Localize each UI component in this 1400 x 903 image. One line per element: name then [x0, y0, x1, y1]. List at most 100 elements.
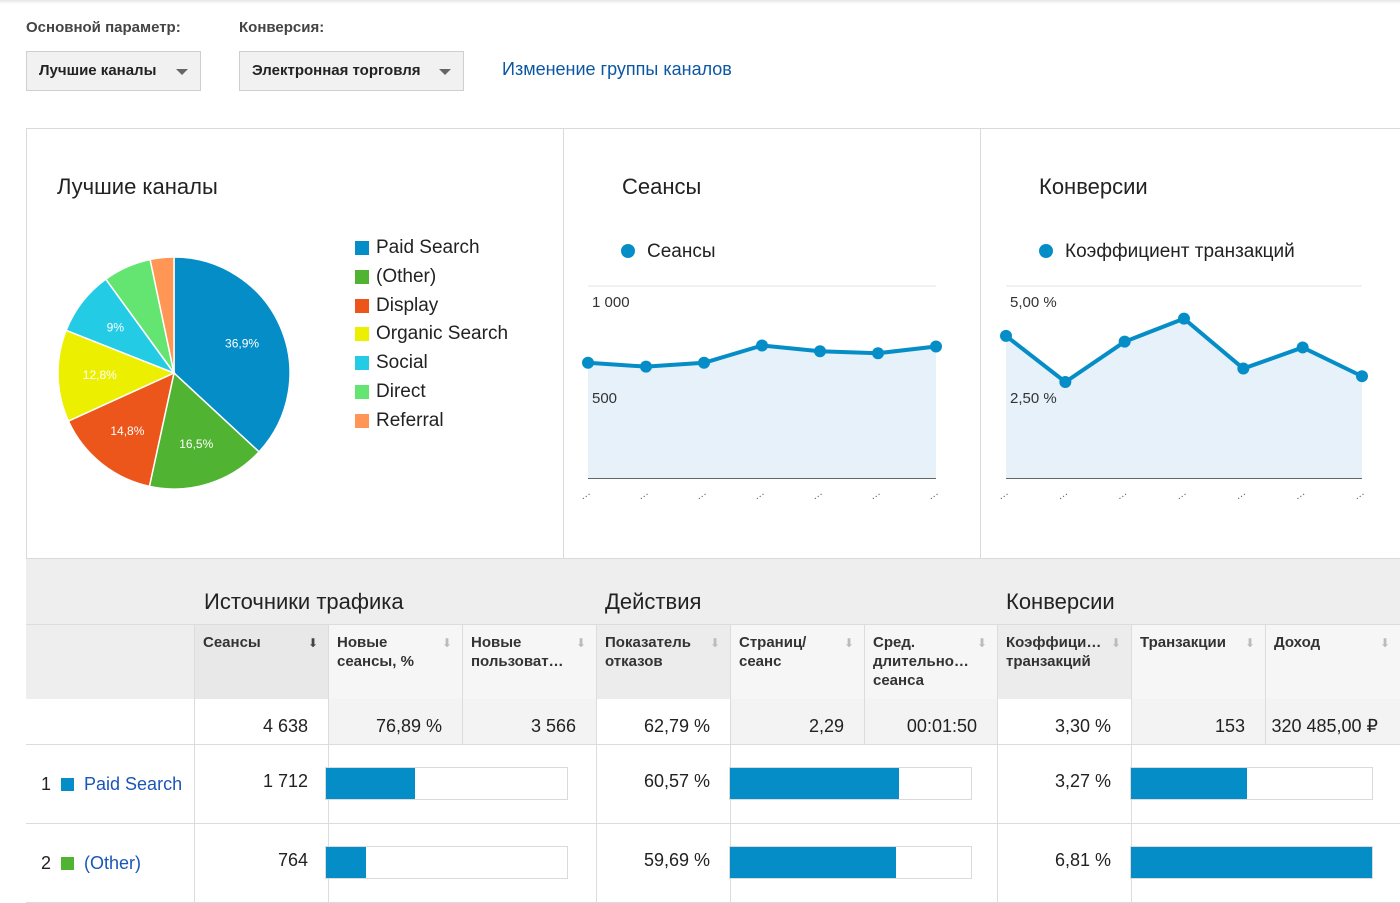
pie-slice-label: 16,5% — [179, 437, 213, 451]
bounce-bar — [729, 767, 972, 800]
data-point[interactable] — [1237, 362, 1250, 375]
primary-dimension-value: Лучшие каналы — [39, 62, 157, 79]
data-point[interactable] — [930, 340, 942, 353]
channel-link[interactable]: Paid Search — [84, 774, 183, 794]
data-point[interactable] — [872, 347, 884, 360]
legend-swatch — [355, 356, 369, 371]
legend-label: (Other) — [376, 265, 437, 287]
table-row: 2 (Other) 764 59,69 % 6,81 % — [26, 824, 1400, 903]
column-header-new-users[interactable]: Новые пользоват… ⬇ — [463, 625, 597, 699]
column-header-sessions[interactable]: Сеансы ⬇ — [195, 625, 329, 699]
pie-slice-label: 12,8% — [83, 368, 117, 382]
legend-label: Organic Search — [376, 323, 509, 345]
column-header-avg-duration[interactable]: Сред. длительно… сеанса ⬇ — [865, 625, 998, 699]
series-dot-icon — [621, 244, 635, 258]
channel-color-swatch — [61, 778, 75, 791]
legend-swatch — [355, 298, 369, 313]
sessions-panel: Сеансы — [563, 128, 981, 559]
legend-label: Paid Search — [376, 237, 480, 258]
legend-item[interactable]: Social — [355, 351, 508, 380]
area-fill — [1006, 318, 1362, 478]
primary-dimension-label: Основной параметр: — [26, 19, 181, 36]
sessions-legend: Сеансы — [621, 241, 716, 263]
x-tick-label: … — [1292, 486, 1308, 502]
row-bounce-rate: 59,69 % — [597, 824, 731, 902]
x-tick-label: … — [1114, 486, 1130, 502]
column-header-transaction-rate[interactable]: Коэффици… транзакций ⬇ — [998, 625, 1132, 699]
group-acquisition-label: Источники трафика — [204, 589, 404, 614]
conversion-label: Конверсия: — [239, 19, 325, 36]
legend-item[interactable]: Paid Search — [355, 236, 508, 265]
sort-arrow-icon: ⬇ — [1110, 636, 1121, 650]
pie-slice — [149, 256, 175, 374]
column-header-transactions[interactable]: Транзакции ⬇ — [1132, 625, 1266, 699]
data-point[interactable] — [582, 356, 594, 369]
sort-arrow-icon: ⬇ — [709, 636, 720, 650]
legend-item[interactable]: Referral — [355, 409, 508, 438]
total-new-sessions: 76,89 % — [329, 699, 463, 745]
data-point[interactable] — [1059, 376, 1072, 388]
data-point[interactable] — [1296, 341, 1309, 354]
pie-slice — [148, 371, 261, 490]
area-fill — [588, 345, 936, 478]
conversion-dropdown[interactable]: Электронная торговля — [239, 51, 464, 91]
sessions-series-name: Сеансы — [647, 241, 716, 262]
bounce-bar — [729, 846, 972, 879]
legend-item[interactable]: Display — [355, 294, 508, 323]
sessions-bar-fill — [326, 847, 366, 878]
pie-slice-label: 14,8% — [110, 424, 144, 438]
chevron-down-icon — [176, 69, 188, 75]
legend-label: Direct — [376, 380, 426, 402]
row-bounce-rate: 60,57 % — [597, 745, 731, 823]
data-point[interactable] — [814, 345, 826, 358]
sessions-bar — [325, 846, 568, 879]
legend-item[interactable]: Direct — [355, 380, 508, 409]
row-transaction-rate: 3,27 % — [998, 745, 1132, 823]
pie-title: Лучшие каналы — [57, 174, 218, 199]
sort-arrow-icon: ⬇ — [441, 636, 452, 650]
change-channel-group-link[interactable]: Изменение группы каналов — [502, 59, 732, 79]
total-sessions: 4 638 — [195, 699, 329, 745]
table-corner — [26, 559, 195, 625]
table-row: 1 Paid Search 1 712 60,57 % 3,27 % — [26, 745, 1400, 824]
data-point[interactable] — [1118, 335, 1131, 348]
row-sessions-bar-cell — [325, 745, 597, 823]
data-point[interactable] — [1000, 329, 1012, 342]
column-header-pages-per-session[interactable]: Страниц/ сеанс ⬇ — [731, 625, 865, 699]
conversion-value: Электронная торговля — [252, 62, 421, 79]
column-label: Коэффици… транзакций — [1006, 634, 1102, 670]
row-index: 2 — [41, 853, 52, 873]
total-avg-duration: 00:01:50 — [865, 699, 998, 745]
channel-link[interactable]: (Other) — [84, 853, 142, 873]
report-table: Источники трафика Действия Конверсии Сеа… — [26, 559, 1400, 903]
data-point[interactable] — [1356, 370, 1368, 383]
x-tick-label: … — [1054, 486, 1070, 502]
data-point[interactable] — [640, 360, 652, 373]
data-point[interactable] — [698, 356, 710, 369]
legend-swatch — [355, 413, 369, 428]
conv-bar-fill — [1131, 847, 1372, 878]
x-tick-label: … — [867, 486, 883, 502]
conv-bar-fill — [1131, 768, 1247, 799]
legend-item[interactable]: Organic Search — [355, 322, 508, 351]
column-header-bounce-rate[interactable]: Показатель отказов ⬇ — [597, 625, 731, 699]
legend-item[interactable]: (Other) — [355, 265, 508, 294]
column-header-new-sessions[interactable]: Новые сеансы, % ⬇ — [329, 625, 463, 699]
sort-arrow-icon: ⬇ — [1244, 636, 1255, 650]
x-tick-label: … — [1351, 486, 1367, 502]
row-bounce-bar-cell — [729, 824, 998, 902]
sort-arrow-icon: ⬇ — [575, 636, 586, 650]
conv-bar — [1130, 767, 1373, 800]
data-point[interactable] — [756, 339, 768, 352]
column-header-revenue[interactable]: Доход ⬇ — [1266, 625, 1400, 699]
group-conversions-label: Конверсии — [1006, 589, 1115, 614]
row-transaction-rate: 6,81 % — [998, 824, 1132, 902]
data-point[interactable] — [1178, 312, 1190, 325]
total-label-cell — [26, 699, 195, 745]
x-tick-label: … — [925, 486, 941, 502]
primary-dimension-dropdown[interactable]: Лучшие каналы — [26, 51, 201, 91]
column-label: Транзакции — [1140, 634, 1226, 651]
bounce-bar-fill — [730, 847, 897, 878]
sessions-title: Сеансы — [622, 174, 702, 199]
column-label: Сеансы — [203, 634, 261, 651]
